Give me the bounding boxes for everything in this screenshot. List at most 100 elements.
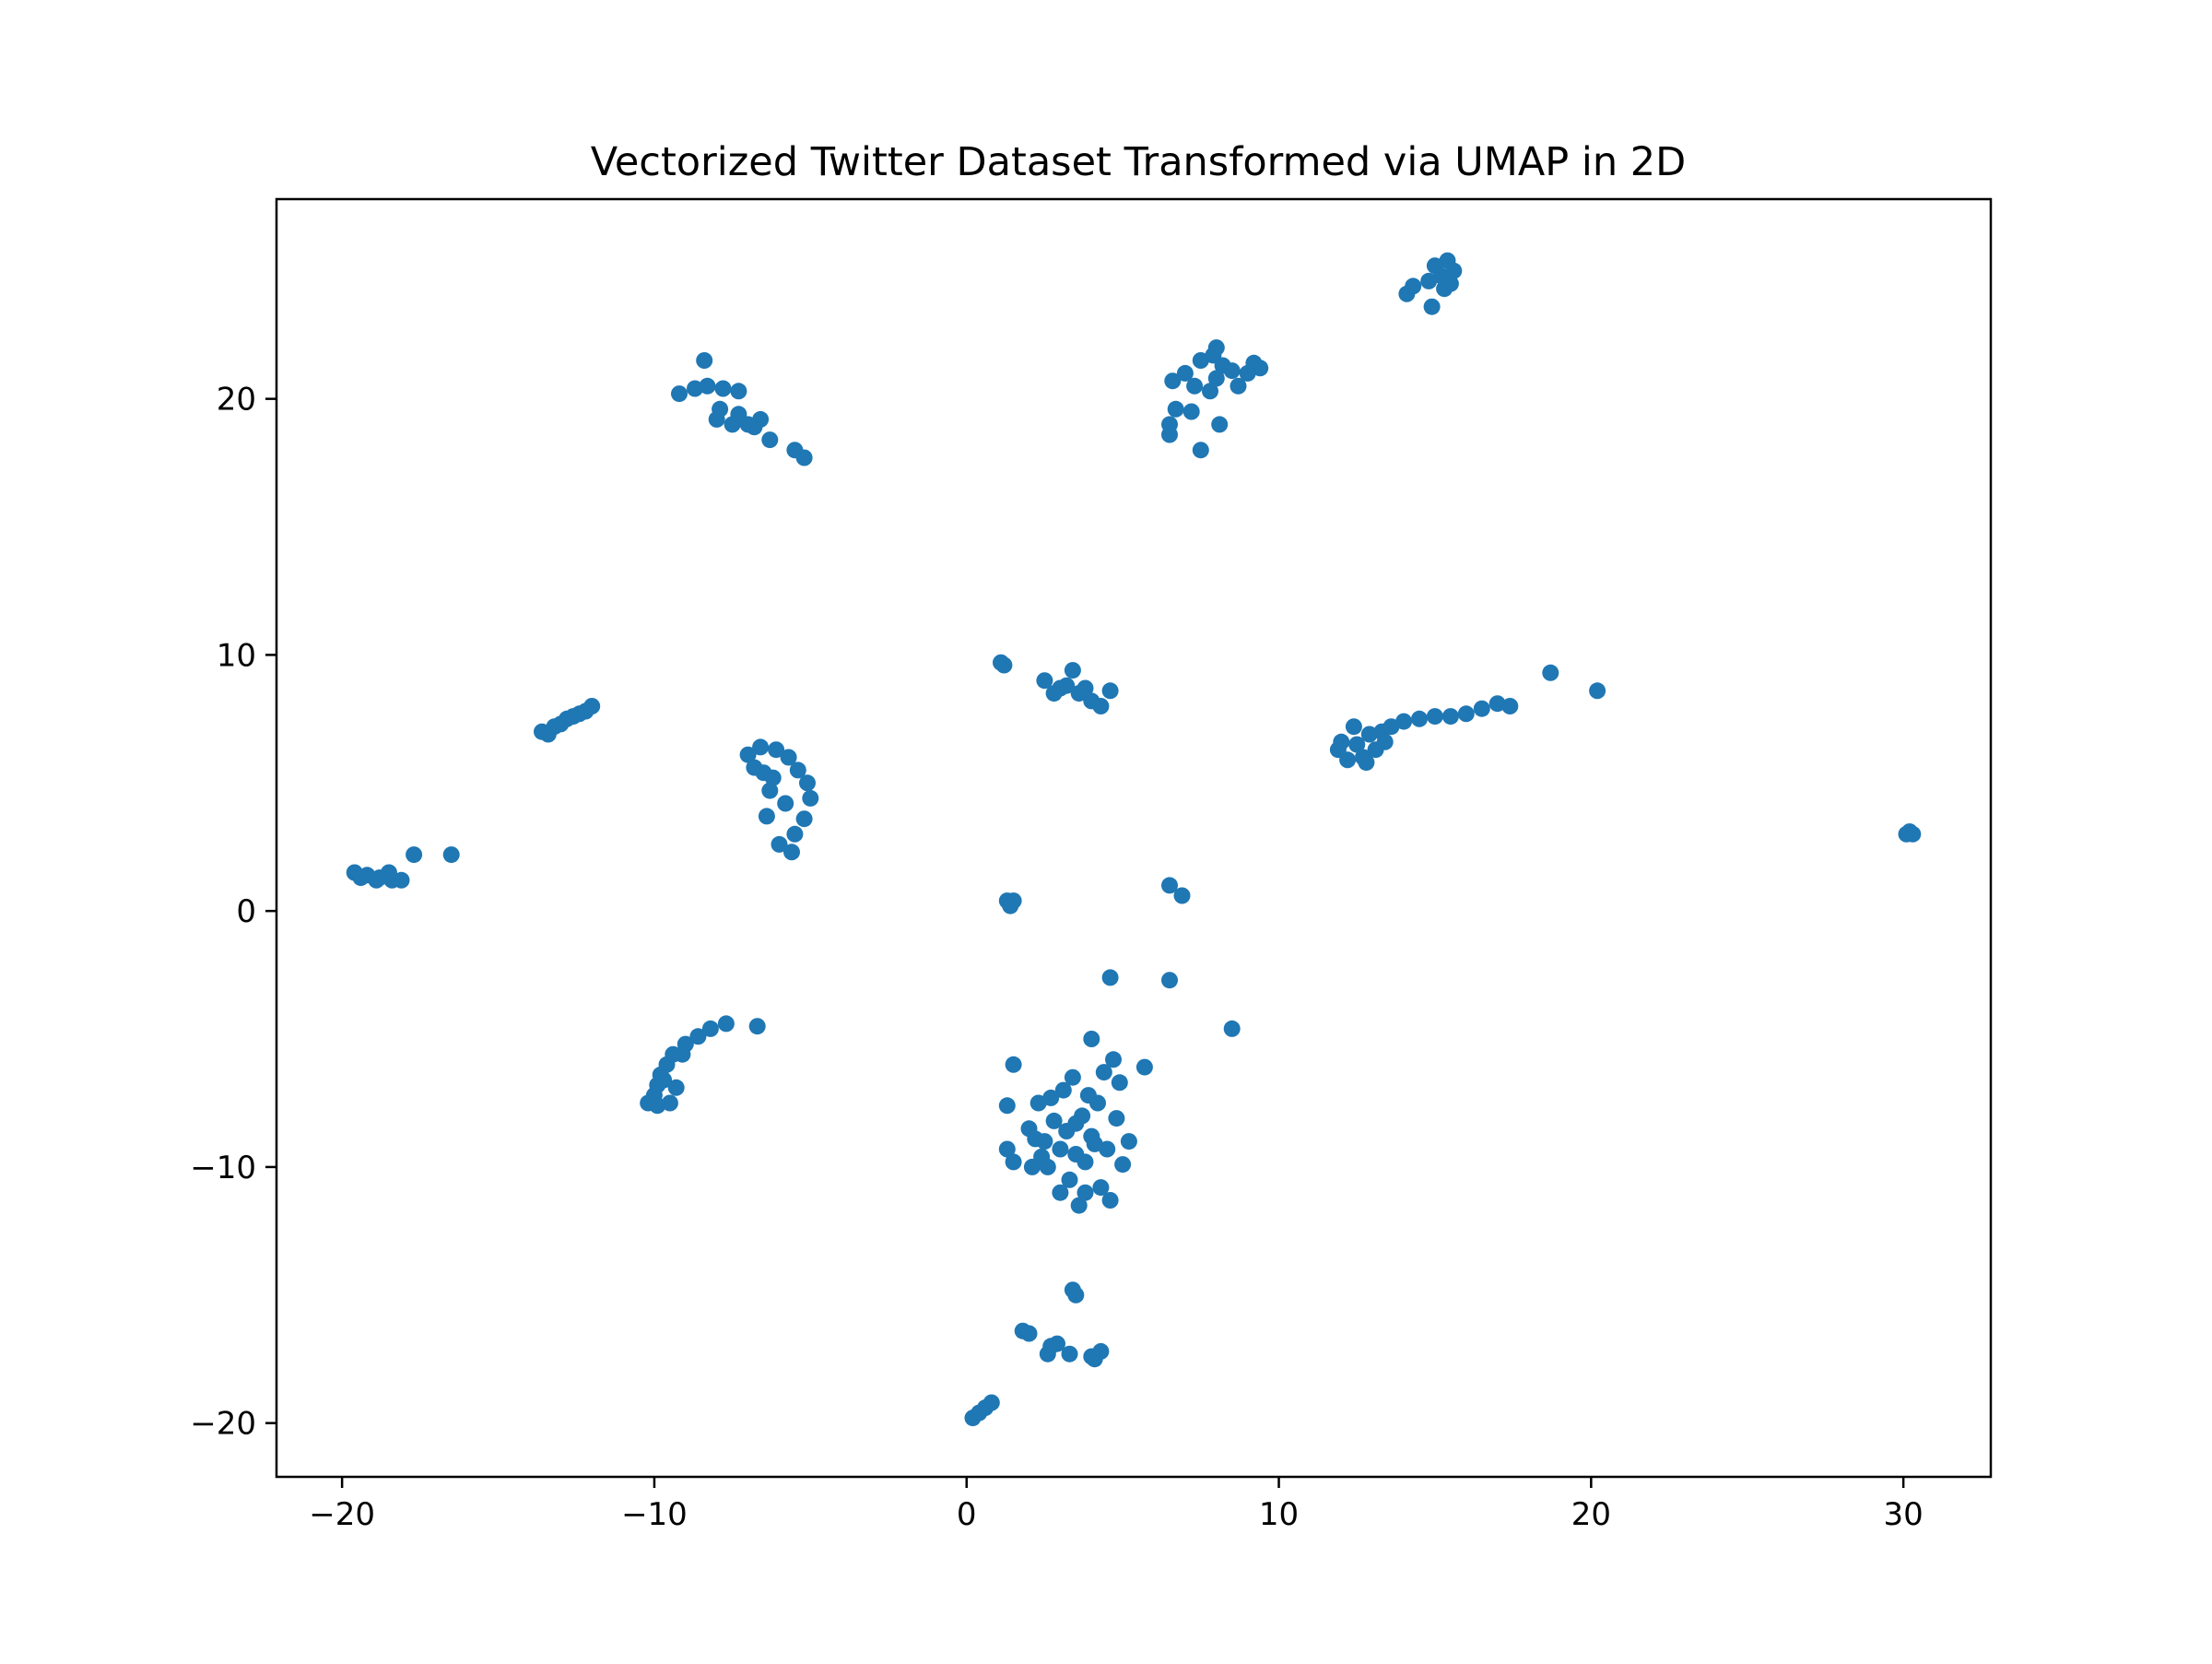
- data-point: [1042, 1338, 1060, 1355]
- data-point: [1420, 272, 1438, 289]
- data-point: [1176, 364, 1194, 382]
- data-point: [442, 846, 460, 864]
- data-point: [1077, 1184, 1094, 1201]
- data-point: [982, 1394, 1000, 1411]
- data-point: [1167, 400, 1184, 418]
- data-point: [1161, 972, 1178, 989]
- data-point: [1382, 718, 1400, 736]
- data-point: [1042, 1089, 1060, 1106]
- y-tick-label: −10: [190, 1150, 256, 1186]
- x-tick-label: 10: [1259, 1496, 1299, 1533]
- data-point: [1360, 726, 1378, 743]
- data-point: [687, 380, 703, 397]
- data-point: [730, 383, 747, 400]
- data-point: [1052, 1184, 1069, 1201]
- data-point: [1086, 1135, 1103, 1152]
- chart-title: Vectorized Twitter Dataset Transformed v…: [591, 139, 1686, 185]
- x-tick-label: −10: [621, 1496, 688, 1533]
- data-point: [799, 774, 816, 792]
- y-tick-label: 0: [236, 893, 256, 930]
- data-point: [352, 869, 370, 887]
- data-point: [802, 789, 819, 807]
- data-point: [1423, 298, 1441, 315]
- data-point: [1135, 1058, 1153, 1076]
- data-point: [1411, 710, 1428, 727]
- data-point: [739, 746, 757, 763]
- data-point: [1030, 1094, 1047, 1112]
- data-point: [771, 835, 788, 853]
- data-point: [564, 708, 582, 726]
- data-point: [393, 871, 410, 889]
- data-point: [1473, 700, 1490, 717]
- data-point: [674, 1045, 691, 1063]
- data-point: [758, 808, 775, 825]
- data-point: [783, 844, 800, 861]
- data-point: [1101, 1192, 1119, 1209]
- data-point: [1105, 1051, 1122, 1068]
- data-points-layer: [346, 252, 1922, 1427]
- data-point: [795, 810, 813, 828]
- data-point: [714, 380, 732, 397]
- x-tick-label: 0: [957, 1496, 977, 1533]
- data-point: [795, 449, 813, 466]
- data-point: [761, 431, 779, 449]
- data-point: [1333, 733, 1350, 750]
- data-point: [699, 377, 716, 395]
- data-point: [1441, 708, 1459, 726]
- data-point: [1101, 969, 1119, 986]
- data-point: [1186, 377, 1204, 395]
- data-point: [1027, 1130, 1044, 1148]
- data-point: [1054, 1081, 1072, 1099]
- plot-area-frame: [275, 197, 1993, 1479]
- x-axis: −20 −10 0 10 20 30: [309, 1477, 1924, 1533]
- data-point: [689, 1028, 707, 1045]
- data-point: [1083, 1348, 1100, 1365]
- data-point: [1173, 887, 1191, 904]
- data-point: [789, 761, 806, 779]
- data-point: [701, 1020, 719, 1037]
- data-point: [1426, 708, 1443, 726]
- data-point: [1005, 1056, 1022, 1073]
- data-point: [1164, 372, 1182, 390]
- data-point: [1211, 416, 1229, 433]
- data-point: [552, 715, 570, 733]
- data-point: [1376, 733, 1394, 750]
- data-point: [1898, 825, 1915, 843]
- data-point: [696, 352, 713, 369]
- data-point: [786, 825, 804, 843]
- data-point: [1245, 354, 1263, 372]
- data-point: [1020, 1325, 1038, 1342]
- x-tick-label: −20: [309, 1496, 375, 1533]
- data-point: [1192, 352, 1209, 369]
- data-point: [1223, 1020, 1241, 1037]
- data-point: [1061, 1171, 1078, 1188]
- data-point: [777, 795, 794, 812]
- data-point: [746, 419, 763, 436]
- data-point: [406, 846, 423, 864]
- data-point: [1339, 751, 1357, 769]
- data-point: [661, 1094, 678, 1112]
- data-point: [1052, 1140, 1069, 1158]
- data-point: [640, 1094, 657, 1112]
- data-point: [780, 749, 797, 766]
- data-point: [1099, 1140, 1116, 1158]
- y-tick-label: −20: [190, 1406, 256, 1443]
- data-point: [1064, 1068, 1081, 1086]
- data-point: [1095, 1064, 1112, 1081]
- y-axis: −20 −10 0 10 20: [190, 382, 276, 1443]
- data-point: [1077, 679, 1094, 697]
- data-point: [1202, 383, 1218, 400]
- data-point: [1067, 1115, 1085, 1132]
- data-point: [1457, 705, 1475, 723]
- data-point: [1108, 1110, 1125, 1127]
- data-point: [577, 702, 594, 720]
- data-point: [1036, 672, 1053, 690]
- data-point: [1101, 682, 1119, 700]
- data-point: [1348, 736, 1366, 753]
- data-point: [764, 769, 782, 786]
- data-point: [1111, 1074, 1128, 1092]
- data-point: [667, 1079, 685, 1096]
- data-point: [995, 656, 1013, 674]
